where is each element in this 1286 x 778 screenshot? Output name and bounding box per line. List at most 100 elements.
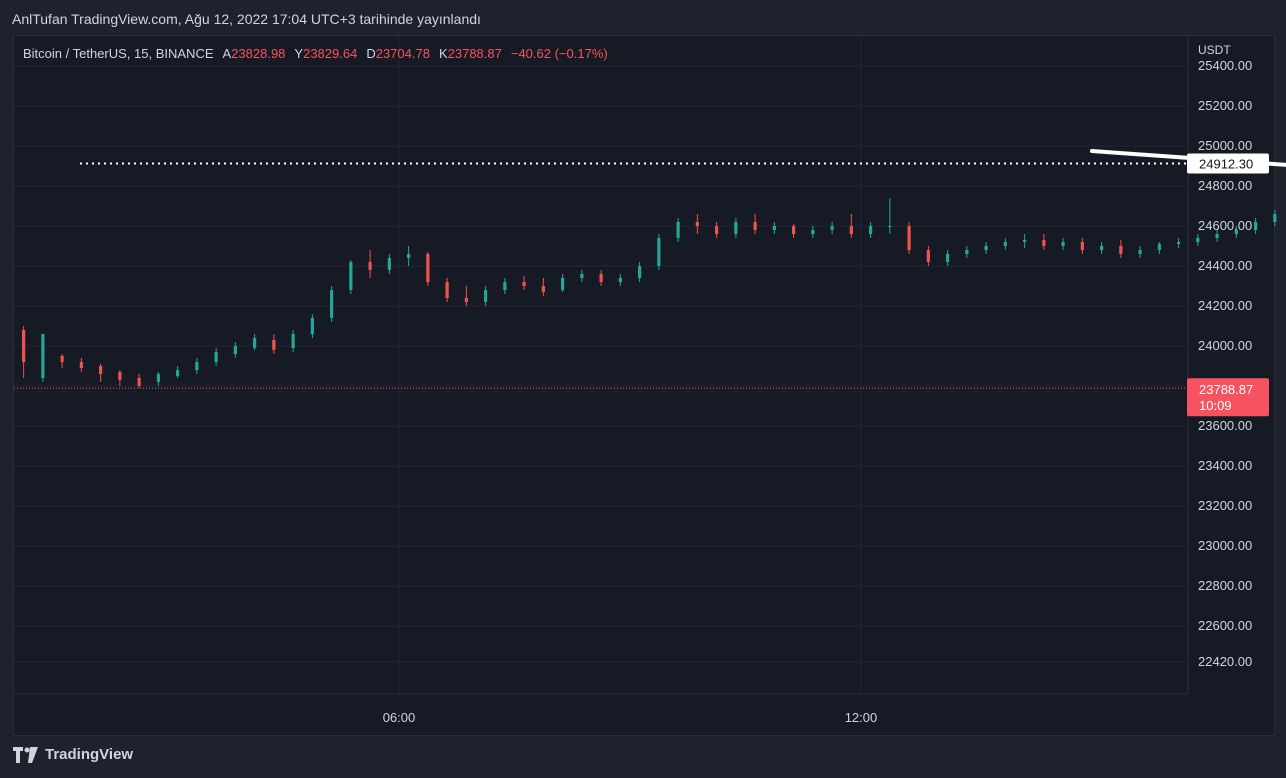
candle-body: [984, 246, 988, 250]
price-tick-label: 24200.00: [1198, 298, 1252, 313]
candle: [1157, 242, 1161, 254]
candle-body: [1234, 230, 1238, 234]
candle: [888, 198, 892, 234]
last-price-text: 23788.87: [1199, 382, 1253, 397]
candle-body: [599, 274, 603, 282]
candle-body: [60, 356, 64, 362]
candle-body: [22, 330, 26, 362]
candle: [41, 334, 45, 382]
candle: [1253, 218, 1258, 234]
candle-body: [214, 352, 218, 362]
candle: [445, 278, 449, 302]
candle-body: [1119, 246, 1123, 254]
time-tick-label: 12:00: [845, 710, 878, 725]
countdown-text: 10:09: [1199, 398, 1232, 413]
candle-body: [792, 226, 796, 234]
grid-lines: [14, 36, 1189, 695]
candle: [99, 364, 103, 382]
candle-body: [618, 278, 622, 282]
candle-body: [580, 274, 584, 278]
candle: [695, 214, 699, 234]
candle: [1273, 210, 1277, 226]
candle: [926, 246, 930, 266]
candle-body: [695, 222, 699, 226]
candle: [349, 260, 353, 294]
candle-body: [1099, 246, 1104, 250]
candle-body: [715, 226, 719, 234]
candle-body: [41, 334, 45, 378]
candle: [734, 218, 738, 238]
candle: [253, 334, 257, 350]
candle: [657, 234, 661, 270]
price-tick-label: 25400.00: [1198, 58, 1252, 73]
price-tick-label: 22800.00: [1198, 578, 1252, 593]
candle-body: [734, 222, 738, 234]
price-tick-label: 23200.00: [1198, 498, 1252, 513]
candle: [1099, 242, 1104, 254]
candle-body: [888, 226, 892, 227]
candle-body: [907, 226, 911, 250]
candle: [1042, 234, 1046, 250]
candle: [849, 214, 853, 238]
candle-body: [349, 262, 353, 290]
candle: [1022, 234, 1027, 248]
candle: [580, 270, 584, 282]
candle-body: [368, 262, 372, 270]
horizontal-line-label-box: [1187, 153, 1269, 174]
candles: [22, 198, 1277, 388]
candle-body: [233, 346, 237, 354]
candle: [60, 354, 64, 368]
candle-body: [1273, 214, 1277, 222]
footer-brand[interactable]: TradingView: [13, 746, 133, 763]
candle: [599, 270, 603, 286]
candle-body: [753, 222, 757, 230]
candle-body: [638, 266, 642, 278]
candle-body: [1138, 250, 1142, 254]
candle: [407, 246, 411, 266]
candle: [272, 334, 276, 354]
candle-body: [330, 290, 334, 318]
legend-open: 23828.98: [231, 46, 286, 61]
candle-body: [195, 362, 199, 370]
candle-body: [657, 238, 661, 266]
candle: [464, 286, 468, 306]
candle: [330, 286, 334, 322]
candle: [310, 314, 314, 338]
candle: [522, 276, 526, 290]
candle: [1003, 238, 1007, 250]
candle-body: [1042, 240, 1046, 246]
legend-high-label: Y: [294, 46, 304, 61]
candle-body: [99, 366, 103, 374]
candle-body: [1215, 234, 1219, 238]
candle: [811, 226, 815, 238]
candle: [984, 242, 988, 254]
tradingview-logo-icon: [13, 746, 38, 763]
candle: [1119, 240, 1123, 258]
price-tick-label: 25200.00: [1198, 98, 1252, 113]
candle-body: [1061, 242, 1065, 246]
candle: [195, 358, 199, 374]
trendline: [1089, 149, 1286, 167]
currency-label[interactable]: USDT: [1198, 43, 1231, 57]
price-tick-label: 23400.00: [1198, 458, 1252, 473]
price-axis: 25400.00 25200.00 25000.00 24800.00 24600.00…: [1187, 58, 1269, 669]
candle-body: [484, 290, 488, 302]
candle-body: [869, 226, 873, 234]
candle: [137, 374, 141, 388]
legend: Bitcoin / TetherUS, 15, BINANCE A 23828.…: [23, 46, 617, 61]
candle: [772, 222, 776, 234]
candle-body: [522, 282, 526, 286]
time-tick-label: 06:00: [383, 710, 416, 725]
price-tick-label: 23000.00: [1198, 538, 1252, 553]
candle-body: [310, 318, 314, 334]
candle-body: [253, 338, 257, 348]
candle-body: [1003, 242, 1007, 246]
candle-body: [118, 372, 122, 380]
candle-body: [464, 298, 468, 302]
candle-body: [965, 250, 969, 254]
last-price-box: [1187, 378, 1269, 417]
candle-body: [156, 374, 160, 382]
legend-change: −40.62 (−0.17%): [510, 46, 608, 61]
candle: [79, 358, 83, 372]
